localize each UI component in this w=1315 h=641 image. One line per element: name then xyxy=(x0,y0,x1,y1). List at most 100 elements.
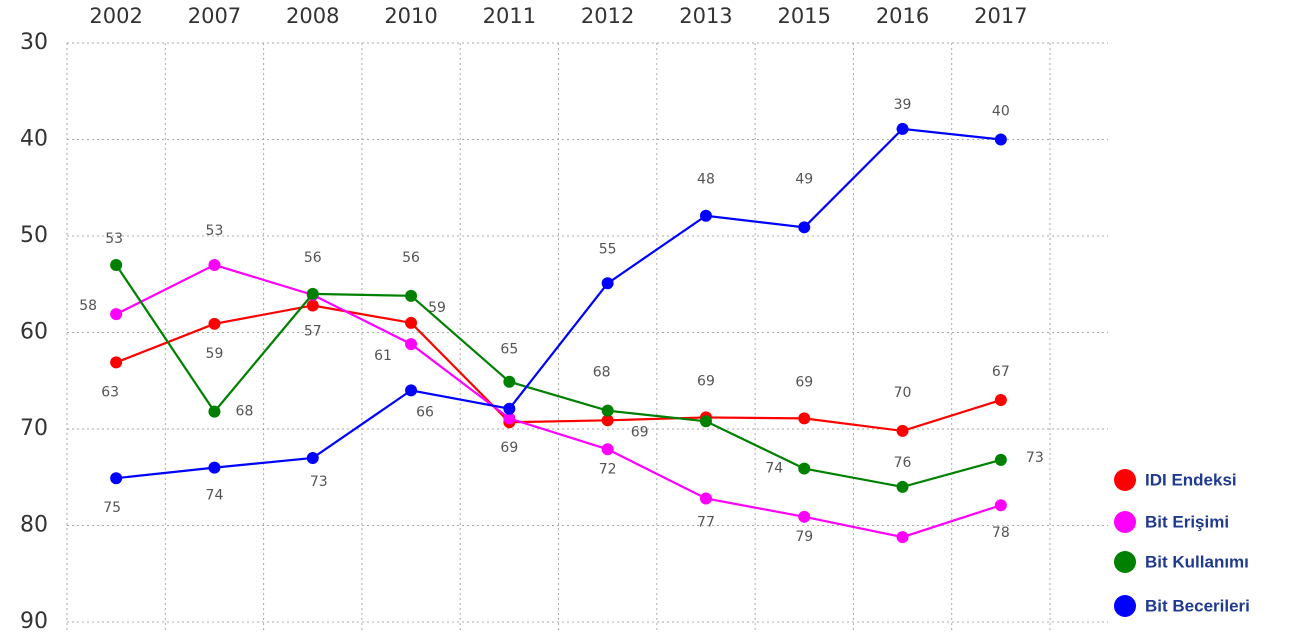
y-tick-label: 70 xyxy=(20,416,48,441)
data-point xyxy=(798,462,811,475)
data-label: 57 xyxy=(304,323,322,339)
x-tick-label: 2015 xyxy=(778,4,831,28)
data-label: 70 xyxy=(894,385,912,401)
y-tick-label: 60 xyxy=(20,320,48,345)
data-label: 73 xyxy=(310,474,328,490)
data-label: 75 xyxy=(103,500,121,516)
data-point xyxy=(699,415,712,428)
y-tick-label: 90 xyxy=(20,609,48,634)
data-label: 68 xyxy=(236,404,254,420)
data-point xyxy=(208,405,221,418)
x-tick-label: 2011 xyxy=(483,4,536,28)
data-label: 66 xyxy=(416,404,434,420)
data-label: 55 xyxy=(599,241,617,257)
series-line xyxy=(115,263,1002,539)
data-label: 56 xyxy=(402,250,420,266)
data-point xyxy=(601,443,614,456)
data-point xyxy=(798,510,811,523)
data-point xyxy=(110,258,123,271)
data-label: 65 xyxy=(500,342,518,358)
legend-marker xyxy=(1114,469,1136,491)
data-point xyxy=(994,499,1007,512)
data-point xyxy=(896,424,909,437)
data-label: 69 xyxy=(631,424,649,440)
data-point xyxy=(306,299,319,312)
x-tick-label: 2013 xyxy=(679,4,732,28)
data-point xyxy=(208,258,221,271)
data-point xyxy=(405,384,418,397)
x-tick-label: 2007 xyxy=(188,4,241,28)
data-label: 69 xyxy=(795,374,813,390)
data-point xyxy=(798,221,811,234)
legend-label: Bit Kullanımı xyxy=(1145,552,1249,571)
data-label: 73 xyxy=(1026,450,1044,466)
data-point xyxy=(699,492,712,505)
data-point xyxy=(601,414,614,427)
data-point xyxy=(306,287,319,300)
data-point xyxy=(306,451,319,464)
data-point xyxy=(994,133,1007,146)
data-point xyxy=(699,209,712,222)
data-point xyxy=(110,472,123,485)
data-label: 49 xyxy=(795,171,813,187)
data-point xyxy=(110,356,123,369)
data-label: 77 xyxy=(697,514,715,530)
data-point xyxy=(994,453,1007,466)
data-point xyxy=(405,338,418,351)
data-label: 59 xyxy=(428,300,446,316)
series-line xyxy=(115,264,1002,489)
data-label: 69 xyxy=(500,440,518,456)
data-label: 69 xyxy=(697,373,715,389)
x-tick-label: 2010 xyxy=(384,4,437,28)
data-point xyxy=(896,480,909,493)
data-label: 56 xyxy=(304,250,322,266)
x-tick-label: 2008 xyxy=(286,4,339,28)
data-label: 68 xyxy=(593,365,611,381)
y-tick-label: 50 xyxy=(20,223,48,248)
legend-label: Bit Erişimi xyxy=(1145,512,1229,531)
legend-marker xyxy=(1114,551,1136,573)
y-tick-label: 40 xyxy=(20,127,48,152)
data-point xyxy=(896,531,909,544)
data-point xyxy=(601,404,614,417)
x-tick-label: 2017 xyxy=(974,4,1027,28)
data-point xyxy=(405,289,418,302)
data-label: 67 xyxy=(992,364,1010,380)
data-label: 39 xyxy=(894,97,912,113)
data-label: 53 xyxy=(105,231,123,247)
data-point xyxy=(601,277,614,290)
legend-label: Bit Becerileri xyxy=(1145,596,1250,615)
data-label: 78 xyxy=(992,525,1010,541)
legend-marker xyxy=(1114,511,1136,533)
data-point xyxy=(503,375,516,388)
data-point xyxy=(896,122,909,135)
data-label: 40 xyxy=(992,104,1010,120)
data-label: 58 xyxy=(79,298,97,314)
legend-label: IDI Endeksi xyxy=(1145,470,1237,489)
series-line xyxy=(116,127,1001,480)
data-label: 48 xyxy=(697,172,715,188)
data-point xyxy=(110,308,123,321)
x-tick-label: 2012 xyxy=(581,4,634,28)
data-label: 53 xyxy=(206,223,224,239)
series-line xyxy=(115,304,1002,433)
data-label: 63 xyxy=(101,384,119,400)
data-label: 79 xyxy=(795,529,813,545)
legend-marker xyxy=(1114,595,1136,617)
data-point xyxy=(503,412,516,425)
data-label: 74 xyxy=(206,488,224,504)
x-tick-label: 2016 xyxy=(876,4,929,28)
data-point xyxy=(405,316,418,329)
data-point xyxy=(208,461,221,474)
data-point xyxy=(503,402,516,415)
data-label: 74 xyxy=(765,461,783,477)
y-tick-label: 30 xyxy=(20,30,48,55)
data-point xyxy=(798,412,811,425)
data-label: 76 xyxy=(894,455,912,471)
data-point xyxy=(208,317,221,330)
data-label: 59 xyxy=(206,346,224,362)
data-label: 61 xyxy=(374,348,392,364)
data-label: 72 xyxy=(599,461,617,477)
y-tick-label: 80 xyxy=(20,513,48,538)
